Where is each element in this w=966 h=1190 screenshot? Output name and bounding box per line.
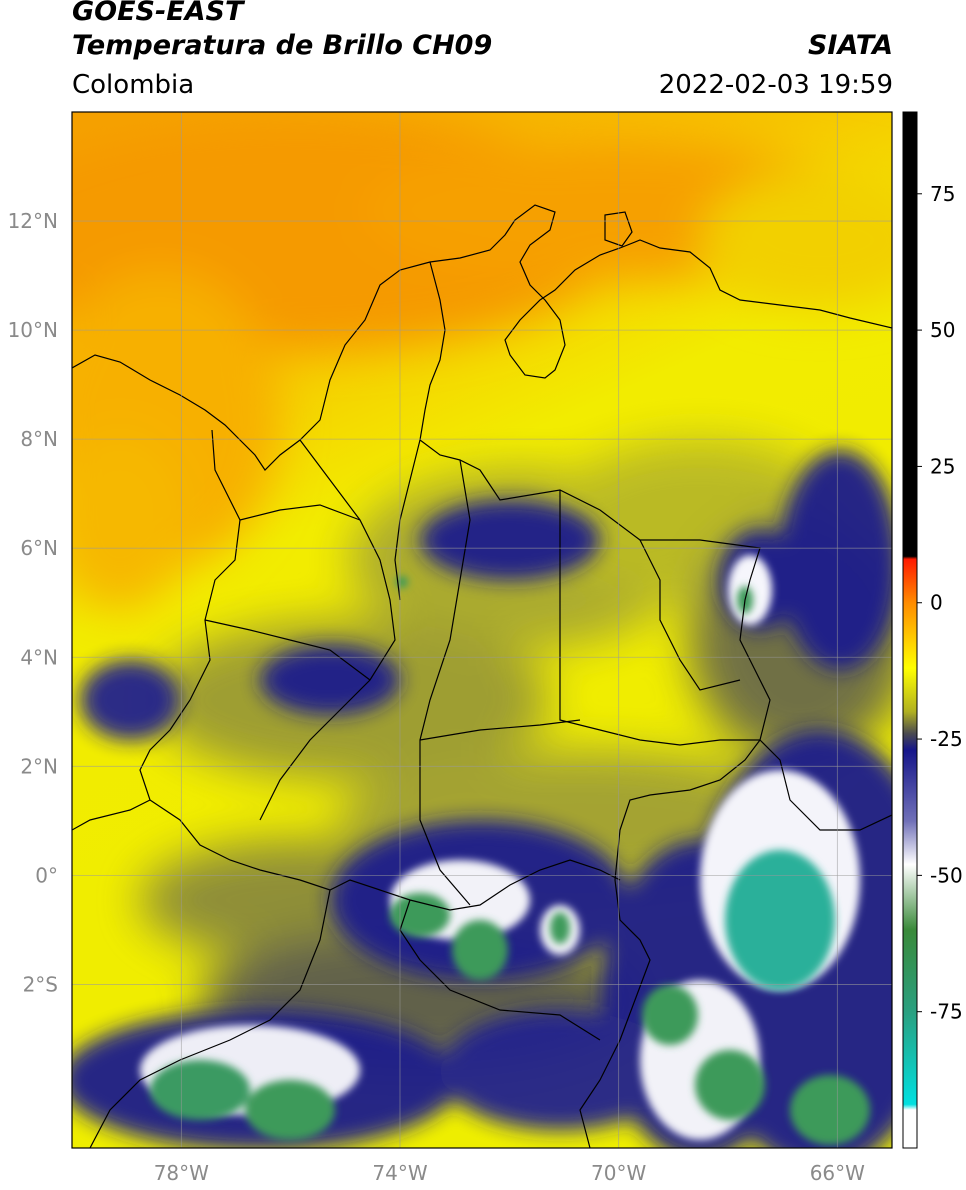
region-label: Colombia: [72, 70, 195, 100]
longitude-tick-labels: 78°W 74°W 70°W 66°W: [154, 1161, 865, 1185]
product-title: Temperatura de Brillo CH09: [72, 30, 493, 61]
latitude-tick-labels: 12°N 10°N 8°N 6°N 4°N 2°N 0° 2°S: [8, 209, 58, 996]
lat-tick-label: 10°N: [8, 318, 58, 342]
map-frame: [71, 111, 893, 1149]
satellite-title: GOES-EAST: [72, 0, 244, 27]
colorbar-ticks: 75 50 25 0 -25 -50 -75: [917, 182, 963, 1024]
lon-tick-label: 70°W: [591, 1161, 646, 1185]
colorbar-tick-label: -25: [930, 727, 963, 751]
colorbar-tick-label: 75: [930, 182, 955, 206]
colorbar-tick-label: 0: [930, 591, 943, 615]
datetime-label: 2022-02-03 19:59: [658, 70, 893, 100]
lat-tick-label: 8°N: [20, 427, 58, 451]
colorbar-tick-label: -75: [930, 1000, 963, 1024]
lat-tick-label: 0°: [35, 863, 58, 887]
colorbar-tick-label: -50: [930, 863, 963, 887]
organization-label: SIATA: [807, 30, 893, 61]
graticule: [72, 112, 892, 1148]
lat-tick-label: 2°N: [20, 754, 58, 778]
colorbar: 75 50 25 0 -25 -50 -75: [902, 111, 963, 1149]
lon-tick-label: 66°W: [810, 1161, 865, 1185]
lat-tick-label: 2°S: [23, 972, 58, 996]
lat-tick-label: 12°N: [8, 209, 58, 233]
satellite-imagery: [72, 112, 892, 1148]
colorbar-gradient: [902, 111, 918, 1149]
colorbar-tick-label: 50: [930, 318, 955, 342]
lat-tick-label: 4°N: [20, 645, 58, 669]
coastlines-and-borders: [72, 204, 892, 1148]
lon-tick-label: 78°W: [154, 1161, 209, 1185]
colorbar-tick-label: 25: [930, 454, 955, 478]
lat-tick-label: 6°N: [20, 536, 58, 560]
lon-tick-label: 74°W: [372, 1161, 427, 1185]
